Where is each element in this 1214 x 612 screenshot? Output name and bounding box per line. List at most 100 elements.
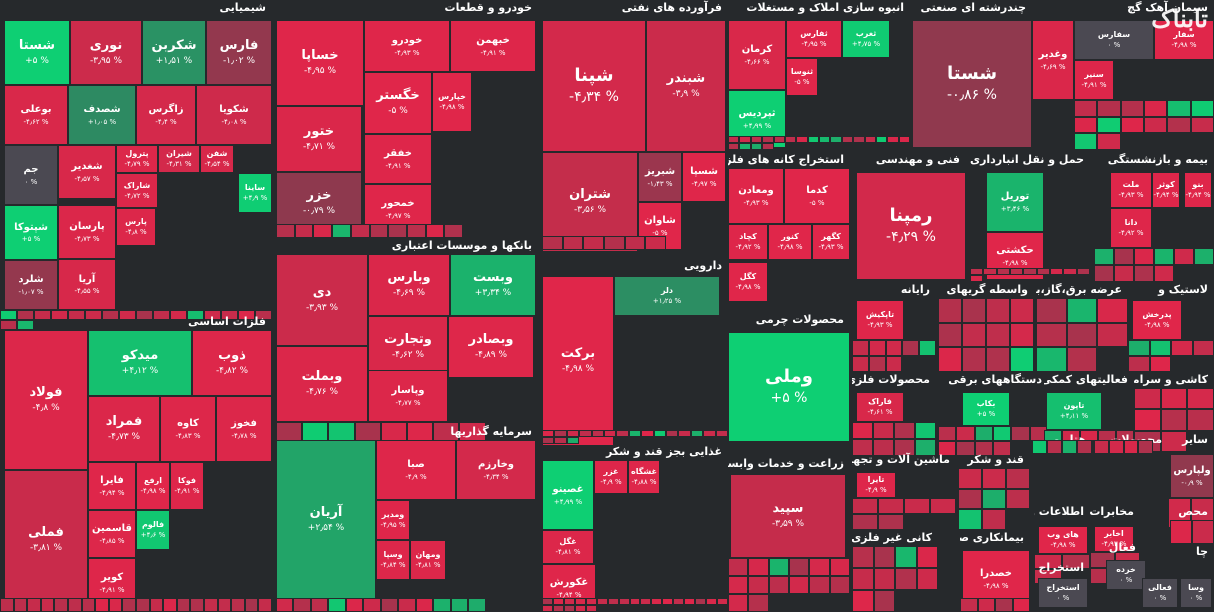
stock-tile-small[interactable] xyxy=(1187,388,1214,410)
stock-tile-small[interactable] xyxy=(313,224,333,238)
stock-tile-small[interactable] xyxy=(902,340,920,356)
stock-tile-small[interactable] xyxy=(1066,347,1098,372)
stock-tile-small[interactable] xyxy=(1138,440,1154,454)
stock-tile-small[interactable] xyxy=(1174,248,1194,265)
stock-tile-small[interactable] xyxy=(1066,322,1098,348)
stock-tile-small[interactable] xyxy=(904,498,930,514)
stock-tile-small[interactable] xyxy=(170,310,187,320)
stock-tile[interactable]: فخوز -۴٫۷۸ % xyxy=(216,396,272,462)
stock-tile-small[interactable] xyxy=(962,322,986,348)
stock-tile[interactable]: خرده ۰ % xyxy=(1106,560,1146,590)
stock-tile-small[interactable] xyxy=(852,422,873,439)
stock-tile-small[interactable] xyxy=(916,568,938,590)
stock-tile-small[interactable] xyxy=(956,441,975,456)
stock-tile[interactable]: غزر -۴٫۹ % xyxy=(594,460,628,494)
stock-tile-small[interactable] xyxy=(1062,440,1077,454)
stock-tile-small[interactable] xyxy=(1134,409,1161,431)
stock-tile[interactable]: شصدف +۱٫۰۵ % xyxy=(68,85,136,145)
stock-tile-small[interactable] xyxy=(13,598,28,612)
stock-tile[interactable]: وبملت -۴٫۷۶ % xyxy=(276,346,368,422)
stock-tile-small[interactable] xyxy=(552,598,564,605)
stock-tile-small[interactable] xyxy=(1170,520,1192,544)
stock-tile[interactable]: وبست +۳٫۳۴ % xyxy=(450,254,536,316)
stock-tile[interactable]: خپارس -۴٫۹۸ % xyxy=(432,72,472,132)
stock-tile[interactable]: غگل -۴٫۸۱ % xyxy=(542,530,594,564)
stock-tile-small[interactable] xyxy=(1076,268,1090,275)
stock-tile[interactable]: کاوه -۴٫۸۳ % xyxy=(160,396,216,462)
stock-tile-small[interactable] xyxy=(873,422,894,439)
stock-tile[interactable]: نوری -۳٫۹۵ % xyxy=(70,20,142,85)
stock-tile-small[interactable] xyxy=(1144,100,1168,117)
stock-tile-small[interactable] xyxy=(604,236,625,250)
stock-tile-small[interactable] xyxy=(369,224,389,238)
stock-tile-small[interactable] xyxy=(715,430,728,437)
stock-tile-small[interactable] xyxy=(1128,356,1150,372)
stock-tile-small[interactable] xyxy=(852,340,869,356)
stock-tile-small[interactable] xyxy=(706,598,718,605)
stock-tile-small[interactable] xyxy=(938,322,962,348)
stock-tile-small[interactable] xyxy=(1134,388,1161,410)
stock-tile-small[interactable] xyxy=(149,598,164,612)
stock-tile-small[interactable] xyxy=(1097,116,1121,134)
stock-tile-small[interactable] xyxy=(809,558,830,576)
stock-tile[interactable]: کنور -۴٫۹۸ % xyxy=(768,224,812,260)
stock-tile-small[interactable] xyxy=(666,430,679,437)
stock-tile-small[interactable] xyxy=(102,310,119,320)
stock-tile-small[interactable] xyxy=(238,310,255,320)
stock-tile-small[interactable] xyxy=(977,598,995,612)
stock-tile-small[interactable] xyxy=(1108,440,1124,454)
stock-tile[interactable]: فعالی ۰ % xyxy=(1142,578,1178,608)
stock-tile-small[interactable] xyxy=(864,136,876,143)
stock-tile-small[interactable] xyxy=(40,598,55,612)
stock-tile-small[interactable] xyxy=(748,558,769,576)
stock-tile-small[interactable] xyxy=(1097,298,1128,323)
stock-tile[interactable]: وسا ۰ % xyxy=(1180,578,1212,608)
stock-tile-small[interactable] xyxy=(852,568,874,590)
stock-tile-small[interactable] xyxy=(986,298,1010,323)
stock-tile-small[interactable] xyxy=(1160,388,1188,410)
stock-tile-small[interactable] xyxy=(1160,409,1188,431)
stock-tile-small[interactable] xyxy=(915,439,936,456)
stock-tile-small[interactable] xyxy=(17,320,34,330)
stock-tile-small[interactable] xyxy=(852,546,874,568)
stock-tile[interactable]: شپنا -۴٫۳۴ % xyxy=(542,20,646,152)
stock-tile-small[interactable] xyxy=(1171,340,1193,356)
stock-tile-small[interactable] xyxy=(542,605,553,612)
stock-tile-small[interactable] xyxy=(1120,100,1144,117)
stock-tile[interactable]: خفقر -۴٫۹۱ % xyxy=(364,134,432,184)
stock-tile-small[interactable] xyxy=(895,546,917,568)
stock-tile-small[interactable] xyxy=(542,598,553,605)
stock-tile[interactable]: وغدیر -۴٫۶۹ % xyxy=(1032,20,1074,100)
stock-tile-small[interactable] xyxy=(1034,554,1062,569)
stock-tile-small[interactable] xyxy=(1062,554,1090,569)
stock-tile-small[interactable] xyxy=(596,598,608,605)
stock-tile-small[interactable] xyxy=(585,598,597,605)
stock-tile-small[interactable] xyxy=(878,514,904,530)
stock-tile-small[interactable] xyxy=(1063,268,1077,275)
stock-tile-small[interactable] xyxy=(873,546,895,568)
stock-tile-small[interactable] xyxy=(887,136,899,143)
stock-tile-small[interactable] xyxy=(895,568,917,590)
stock-tile[interactable]: جم ۰ % xyxy=(4,145,58,205)
stock-tile[interactable]: پارس -۴٫۸ % xyxy=(116,208,156,246)
stock-tile-small[interactable] xyxy=(852,356,869,372)
stock-tile-small[interactable] xyxy=(1114,248,1134,265)
stock-tile-small[interactable] xyxy=(1120,116,1144,134)
stock-tile-small[interactable] xyxy=(1194,248,1214,265)
stock-tile-small[interactable] xyxy=(1149,340,1171,356)
stock-tile[interactable]: خزر -۰٫۷۹ % xyxy=(276,172,362,234)
stock-tile-small[interactable] xyxy=(1160,430,1188,452)
stock-tile[interactable]: ارفع -۴٫۹۸ % xyxy=(136,462,170,510)
stock-tile-small[interactable] xyxy=(563,605,575,612)
stock-tile[interactable]: های وب -۴٫۹۸ % xyxy=(1038,526,1088,554)
stock-tile-small[interactable] xyxy=(136,598,150,612)
stock-tile-small[interactable] xyxy=(1032,440,1047,454)
stock-tile-small[interactable] xyxy=(982,488,1006,510)
stock-tile-small[interactable] xyxy=(34,310,51,320)
stock-tile-small[interactable] xyxy=(750,143,763,150)
stock-tile-small[interactable] xyxy=(54,598,68,612)
stock-tile-small[interactable] xyxy=(841,136,854,143)
stock-tile[interactable]: ختور -۴٫۷۱ % xyxy=(276,106,362,172)
stock-tile-small[interactable] xyxy=(878,498,904,514)
stock-tile-small[interactable] xyxy=(231,598,245,612)
